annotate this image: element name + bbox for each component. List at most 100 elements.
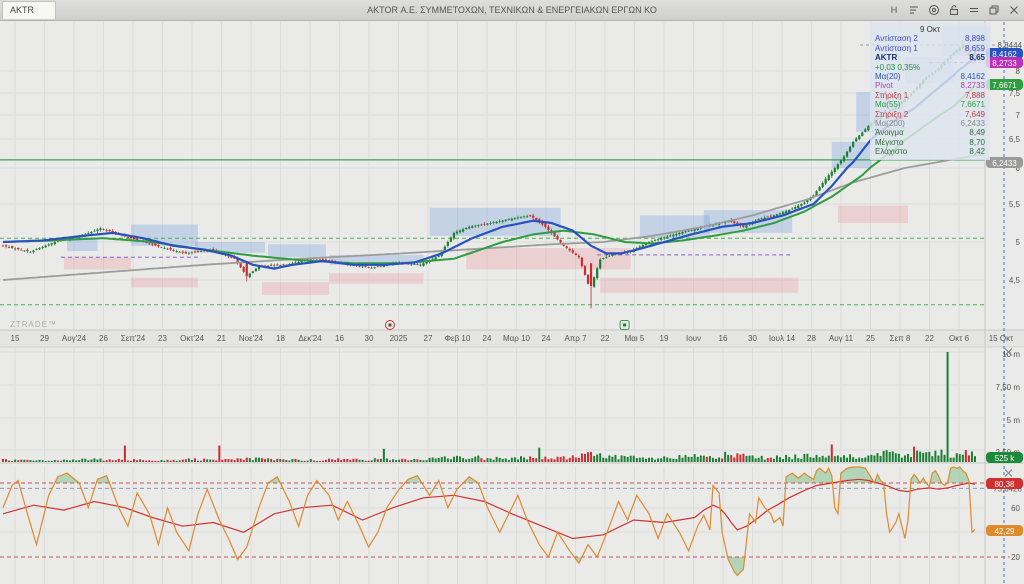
info-value: 8,49	[969, 128, 985, 138]
volume-bar	[184, 459, 187, 462]
x-axis-label: 19	[660, 334, 669, 343]
volume-bar	[41, 460, 44, 462]
volume-bar	[900, 457, 903, 462]
close-icon	[1004, 469, 1013, 477]
volume-bar	[501, 458, 504, 462]
camera-icon[interactable]	[927, 4, 940, 17]
candle	[657, 239, 660, 241]
volume-bar	[434, 458, 437, 462]
volume-bar	[782, 459, 785, 462]
volume-bar	[364, 460, 367, 462]
candle	[696, 228, 699, 231]
demand-zone	[268, 244, 326, 258]
dividend-marker[interactable]	[384, 320, 395, 330]
x-axis-label: Αυγ'24	[62, 334, 87, 343]
volume-bar	[715, 458, 718, 462]
volume-bar	[398, 459, 401, 462]
volume-bar	[730, 455, 733, 462]
price-badge: 6,2433	[986, 157, 1023, 168]
x-axis-label: 15	[11, 334, 20, 343]
volume-bar	[696, 456, 699, 462]
info-label: Μα(200)	[875, 119, 905, 129]
volume-bar	[136, 460, 139, 462]
volume-bar	[906, 453, 909, 462]
x-axis-label: 28	[807, 334, 816, 343]
candle	[148, 243, 151, 245]
volume-bar	[212, 459, 215, 462]
h-indicator-icon[interactable]: H	[887, 4, 900, 17]
candle	[193, 251, 197, 253]
candle	[842, 156, 846, 162]
volume-pane-close[interactable]	[1004, 348, 1013, 356]
volume-bar	[583, 453, 586, 462]
candle	[800, 204, 803, 206]
x-axis-label: Απρ 7	[564, 334, 587, 343]
price-tick-label: 5	[1016, 238, 1021, 247]
candle	[282, 264, 285, 266]
candle	[53, 242, 56, 245]
volume-bar	[428, 457, 431, 462]
volume-bar	[279, 459, 282, 462]
volume-bar	[416, 459, 419, 462]
candle	[675, 233, 678, 236]
volume-bar	[955, 453, 958, 462]
candle	[641, 245, 644, 248]
candle	[638, 246, 641, 248]
candle	[270, 264, 273, 266]
candle	[251, 271, 254, 273]
volume-bar	[946, 352, 949, 462]
candle	[199, 251, 203, 252]
volume-bar	[651, 457, 654, 462]
candle	[660, 238, 663, 240]
candle	[772, 215, 775, 217]
info-panel-row: AKTR 8,65	[875, 53, 985, 62]
volume-bar	[690, 456, 693, 462]
osc-pane-close[interactable]	[1004, 469, 1013, 477]
info-label: Άνοιγμα	[875, 128, 904, 138]
badge-text: 8,4162	[992, 50, 1017, 59]
volume-bar	[894, 453, 897, 462]
candle	[653, 240, 657, 241]
volume-bar	[919, 451, 922, 462]
volume-bar	[891, 451, 894, 462]
restore-window-icon[interactable]	[987, 4, 1000, 17]
candle	[367, 267, 370, 268]
volume-bar	[532, 458, 535, 462]
candle	[154, 243, 157, 246]
demand-zone	[329, 254, 424, 265]
volume-bar	[190, 460, 193, 462]
volume-bar	[577, 457, 580, 462]
volume-bar	[318, 460, 321, 462]
close-icon[interactable]	[1007, 4, 1020, 17]
volume-bar	[361, 459, 364, 462]
volume-bar	[772, 458, 775, 462]
candle	[90, 231, 93, 234]
earnings-marker[interactable]	[619, 320, 630, 330]
menu-icon[interactable]	[967, 4, 980, 17]
candle	[486, 223, 489, 225]
volume-bar	[282, 459, 285, 462]
badge-text: 42,29	[994, 527, 1015, 536]
trend-lines-icon[interactable]	[907, 4, 920, 17]
volume-bar	[392, 459, 395, 462]
unlock-icon[interactable]	[947, 4, 960, 17]
volume-bar	[197, 460, 200, 462]
supply-zone	[63, 257, 131, 270]
price-tick-label: 7	[1016, 111, 1021, 120]
candle	[571, 250, 574, 253]
candle	[821, 182, 824, 188]
symbol-tab[interactable]: AKTR	[2, 1, 56, 19]
osc-badge: 80,38	[986, 478, 1023, 489]
window-toolbar: H	[887, 0, 1020, 20]
price-tick-label: 6	[1016, 164, 1021, 173]
demand-zone	[130, 224, 199, 246]
volume-bar	[23, 459, 26, 462]
x-axis-label: Σεπ 8	[890, 334, 911, 343]
volume-bar	[306, 460, 309, 462]
candle	[135, 238, 139, 241]
volume-bar	[108, 459, 111, 462]
candle	[151, 243, 154, 245]
volume-bar	[943, 454, 946, 462]
volume-bar	[806, 453, 809, 462]
